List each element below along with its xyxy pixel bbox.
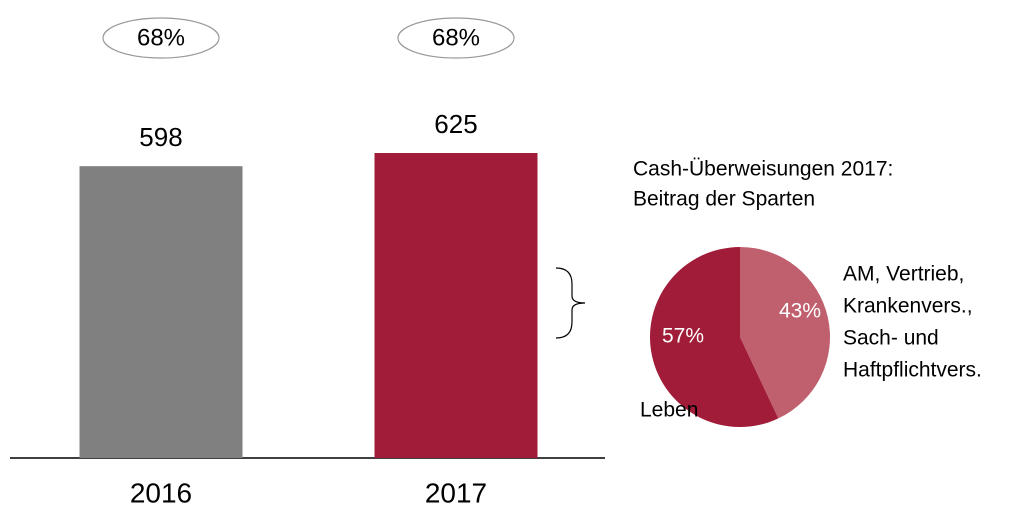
- pie-slice: [740, 247, 831, 419]
- slice-label: 57%: [662, 325, 704, 348]
- value-label: 625: [434, 109, 477, 139]
- brace: [555, 267, 586, 339]
- pie-title: Beitrag der Sparten: [633, 188, 815, 211]
- ratio-label: 68%: [137, 24, 185, 51]
- ratio-ellipse: [397, 17, 515, 59]
- category-label: Haftpflichtvers.: [843, 359, 982, 382]
- x-tick-label: 2016: [130, 477, 192, 508]
- pie-title: Cash-Überweisungen 2017:: [633, 158, 893, 181]
- bar: [79, 166, 243, 458]
- ratio-ellipse: [102, 17, 220, 59]
- category-label: Sach- und: [843, 327, 939, 350]
- category-label: Leben: [640, 399, 698, 422]
- bar: [374, 153, 538, 458]
- pie-slice: [650, 247, 779, 427]
- category-label: Krankenvers.,: [843, 295, 973, 318]
- ratio-label: 68%: [432, 24, 480, 51]
- slice-label: 43%: [779, 300, 821, 323]
- x-tick-label: 2017: [425, 477, 487, 508]
- category-label: AM, Vertrieb,: [843, 263, 964, 286]
- value-label: 598: [139, 122, 182, 152]
